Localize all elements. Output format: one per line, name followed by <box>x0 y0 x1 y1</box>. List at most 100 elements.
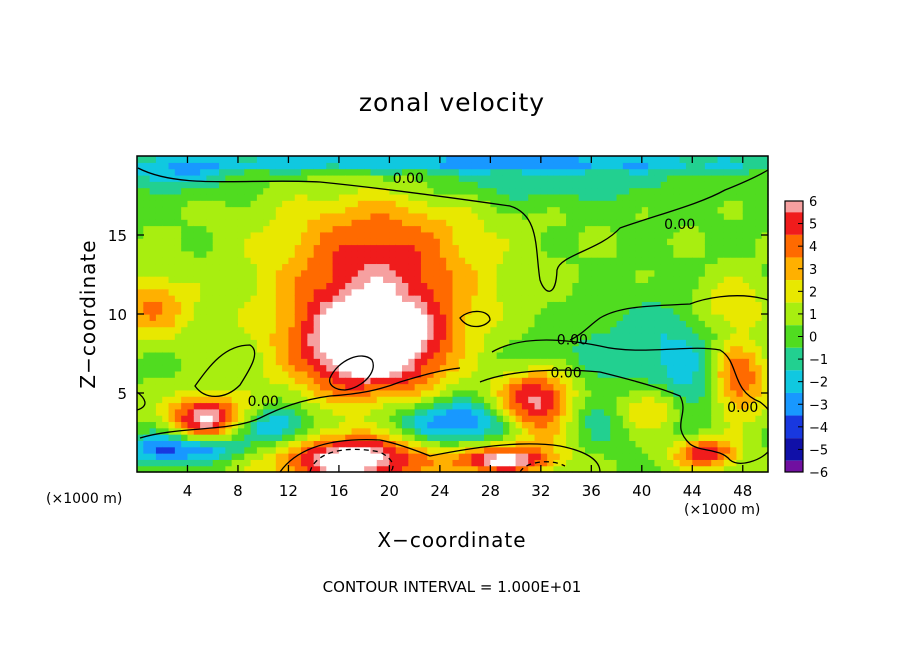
heatmap-cell <box>212 358 220 366</box>
heatmap-cell <box>212 351 220 359</box>
heatmap-cell <box>490 276 498 283</box>
heatmap-cell <box>755 383 763 391</box>
heatmap-cell <box>307 320 315 328</box>
heatmap-cell <box>282 421 290 429</box>
heatmap-cell <box>629 219 637 227</box>
heatmap-cell <box>263 434 271 441</box>
heatmap-cell <box>749 320 756 328</box>
heatmap-cell <box>288 231 296 239</box>
heatmap-cell <box>540 301 548 309</box>
heatmap-cell <box>572 377 580 385</box>
heatmap-cell <box>364 206 372 214</box>
heatmap-cell <box>698 320 706 328</box>
heatmap-cell <box>591 389 599 397</box>
heatmap-cell <box>547 174 555 182</box>
heatmap-cell <box>351 339 359 347</box>
heatmap-cell <box>181 244 189 252</box>
heatmap-cell <box>225 301 233 309</box>
heatmap-cell <box>402 257 409 265</box>
heatmap-cell <box>755 200 763 208</box>
heatmap-cell <box>610 301 618 309</box>
heatmap-cell <box>692 181 700 189</box>
heatmap-cell <box>288 200 296 208</box>
heatmap-cell <box>685 244 693 252</box>
heatmap-cell <box>319 174 327 182</box>
heatmap-cell <box>200 193 208 201</box>
heatmap-cell <box>307 200 315 208</box>
heatmap-cell <box>402 288 409 296</box>
heatmap-cell <box>143 156 151 163</box>
heatmap-cell <box>414 326 422 334</box>
heatmap-cell <box>591 225 599 233</box>
heatmap-cell <box>351 206 359 214</box>
heatmap-cell <box>326 421 334 429</box>
heatmap-cell <box>629 396 637 404</box>
heatmap-cell <box>540 282 548 290</box>
heatmap-cell <box>345 453 353 460</box>
heatmap-cell <box>540 288 548 296</box>
heatmap-cell <box>736 427 744 435</box>
heatmap-cell <box>357 427 365 435</box>
heatmap-cell <box>465 212 473 220</box>
heatmap-cell <box>402 295 409 302</box>
heatmap-cell <box>181 263 189 271</box>
heatmap-cell <box>288 320 296 328</box>
heatmap-cell <box>641 326 649 334</box>
heatmap-cell <box>212 301 220 309</box>
heatmap-cell <box>162 389 170 397</box>
heatmap-cell <box>250 459 258 467</box>
heatmap-cell <box>559 421 567 429</box>
heatmap-cell <box>162 263 170 271</box>
heatmap-cell <box>414 162 422 170</box>
heatmap-cell <box>269 364 277 372</box>
heatmap-cell <box>288 257 296 265</box>
heatmap-cell <box>547 193 555 201</box>
heatmap-cell <box>275 440 283 448</box>
heatmap-cell <box>673 446 681 454</box>
heatmap-cell <box>654 244 662 252</box>
heatmap-cell <box>484 446 491 454</box>
heatmap-cell <box>610 225 618 233</box>
heatmap-cell <box>338 225 346 233</box>
heatmap-cell <box>357 465 365 473</box>
heatmap-cell <box>578 206 586 214</box>
heatmap-cell <box>193 332 201 340</box>
heatmap-cell <box>477 206 485 214</box>
heatmap-cell <box>685 206 693 214</box>
heatmap-cell <box>219 238 226 246</box>
heatmap-cell <box>225 168 233 176</box>
heatmap-cell <box>597 257 605 265</box>
heatmap-cell <box>515 320 523 328</box>
heatmap-cell <box>446 364 454 372</box>
heatmap-cell <box>301 156 308 163</box>
heatmap-cell <box>168 364 176 372</box>
heatmap-cell <box>433 156 441 163</box>
heatmap-cell <box>685 427 693 435</box>
heatmap-cell <box>559 402 567 410</box>
heatmap-cell <box>313 181 321 189</box>
heatmap-cell <box>490 434 498 441</box>
heatmap-cell <box>439 332 447 340</box>
heatmap-cell <box>193 156 201 163</box>
heatmap-cell <box>395 427 403 435</box>
heatmap-cell <box>585 332 592 340</box>
heatmap-cell <box>673 459 681 467</box>
heatmap-cell <box>591 446 599 454</box>
heatmap-cell <box>168 238 176 246</box>
heatmap-cell <box>364 263 372 271</box>
heatmap-cell <box>692 307 700 315</box>
heatmap-cell <box>660 187 668 195</box>
heatmap-cell <box>465 459 473 467</box>
heatmap-cell <box>225 212 233 220</box>
heatmap-cell <box>383 282 390 290</box>
heatmap-cell <box>256 206 264 214</box>
heatmap-cell <box>717 295 725 302</box>
heatmap-cell <box>585 440 592 448</box>
heatmap-cell <box>408 434 416 441</box>
heatmap-cell <box>591 200 599 208</box>
heatmap-cell <box>597 332 605 340</box>
heatmap-cell <box>294 200 302 208</box>
heatmap-cell <box>162 415 170 423</box>
heatmap-cell <box>490 250 498 258</box>
heatmap-cell <box>509 427 517 435</box>
